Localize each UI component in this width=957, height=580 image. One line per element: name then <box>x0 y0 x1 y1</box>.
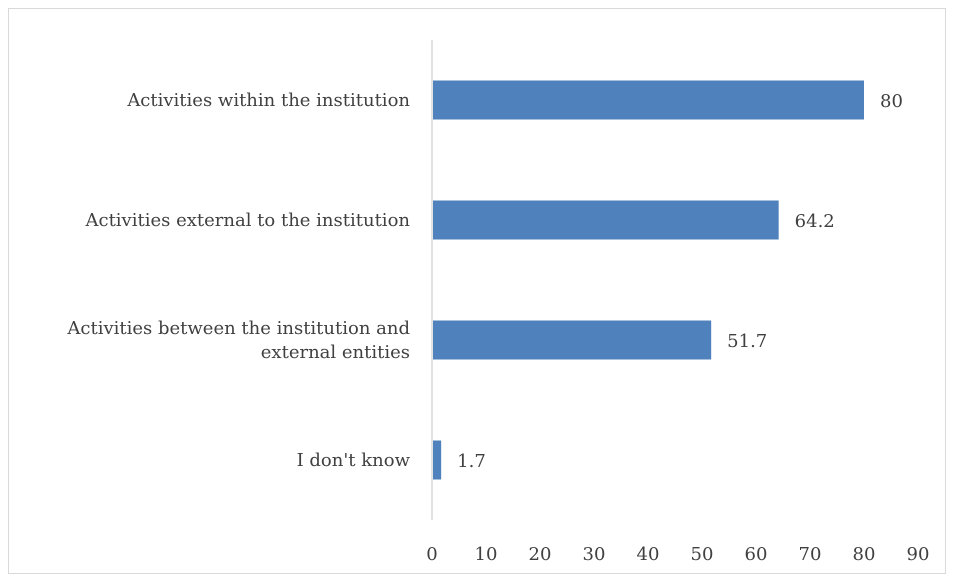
data-labels: 80 64.2 51.7 1.7 <box>457 91 903 472</box>
data-label-2: 51.7 <box>727 331 767 352</box>
data-label-0: 80 <box>880 91 903 112</box>
data-label-3: 1.7 <box>457 451 486 472</box>
x-tick-label-20: 20 <box>529 544 552 565</box>
x-tick-label-0: 0 <box>426 544 437 565</box>
bar-3 <box>433 440 442 480</box>
x-tick-label-70: 70 <box>799 544 822 565</box>
x-tick-label-50: 50 <box>691 544 714 565</box>
category-label-1: Activities external to the institution <box>84 210 410 231</box>
category-label-line: external entities <box>261 342 410 363</box>
category-label-3: I don't know <box>297 450 411 471</box>
bar-1 <box>433 200 779 240</box>
category-labels: Activities within the institution Activit… <box>66 90 410 471</box>
x-tick-label-40: 40 <box>637 544 660 565</box>
category-label-line: Activities within the institution <box>126 90 410 111</box>
x-tick-label-30: 30 <box>583 544 606 565</box>
category-label-line: I don't know <box>297 450 411 471</box>
category-label-2: Activities between the institution and ex… <box>66 318 410 363</box>
bars-layer <box>433 80 864 480</box>
x-tick-label-90: 90 <box>907 544 930 565</box>
data-label-1: 64.2 <box>795 211 835 232</box>
category-label-line: Activities between the institution and <box>66 318 410 339</box>
x-axis-ticks: 0 10 20 30 40 50 60 70 80 90 <box>426 544 929 565</box>
category-label-0: Activities within the institution <box>126 90 410 111</box>
x-tick-label-10: 10 <box>475 544 498 565</box>
x-tick-label-80: 80 <box>853 544 876 565</box>
category-label-line: Activities external to the institution <box>84 210 410 231</box>
bar-2 <box>433 320 712 360</box>
bar-0 <box>433 80 864 120</box>
x-tick-label-60: 60 <box>745 544 768 565</box>
